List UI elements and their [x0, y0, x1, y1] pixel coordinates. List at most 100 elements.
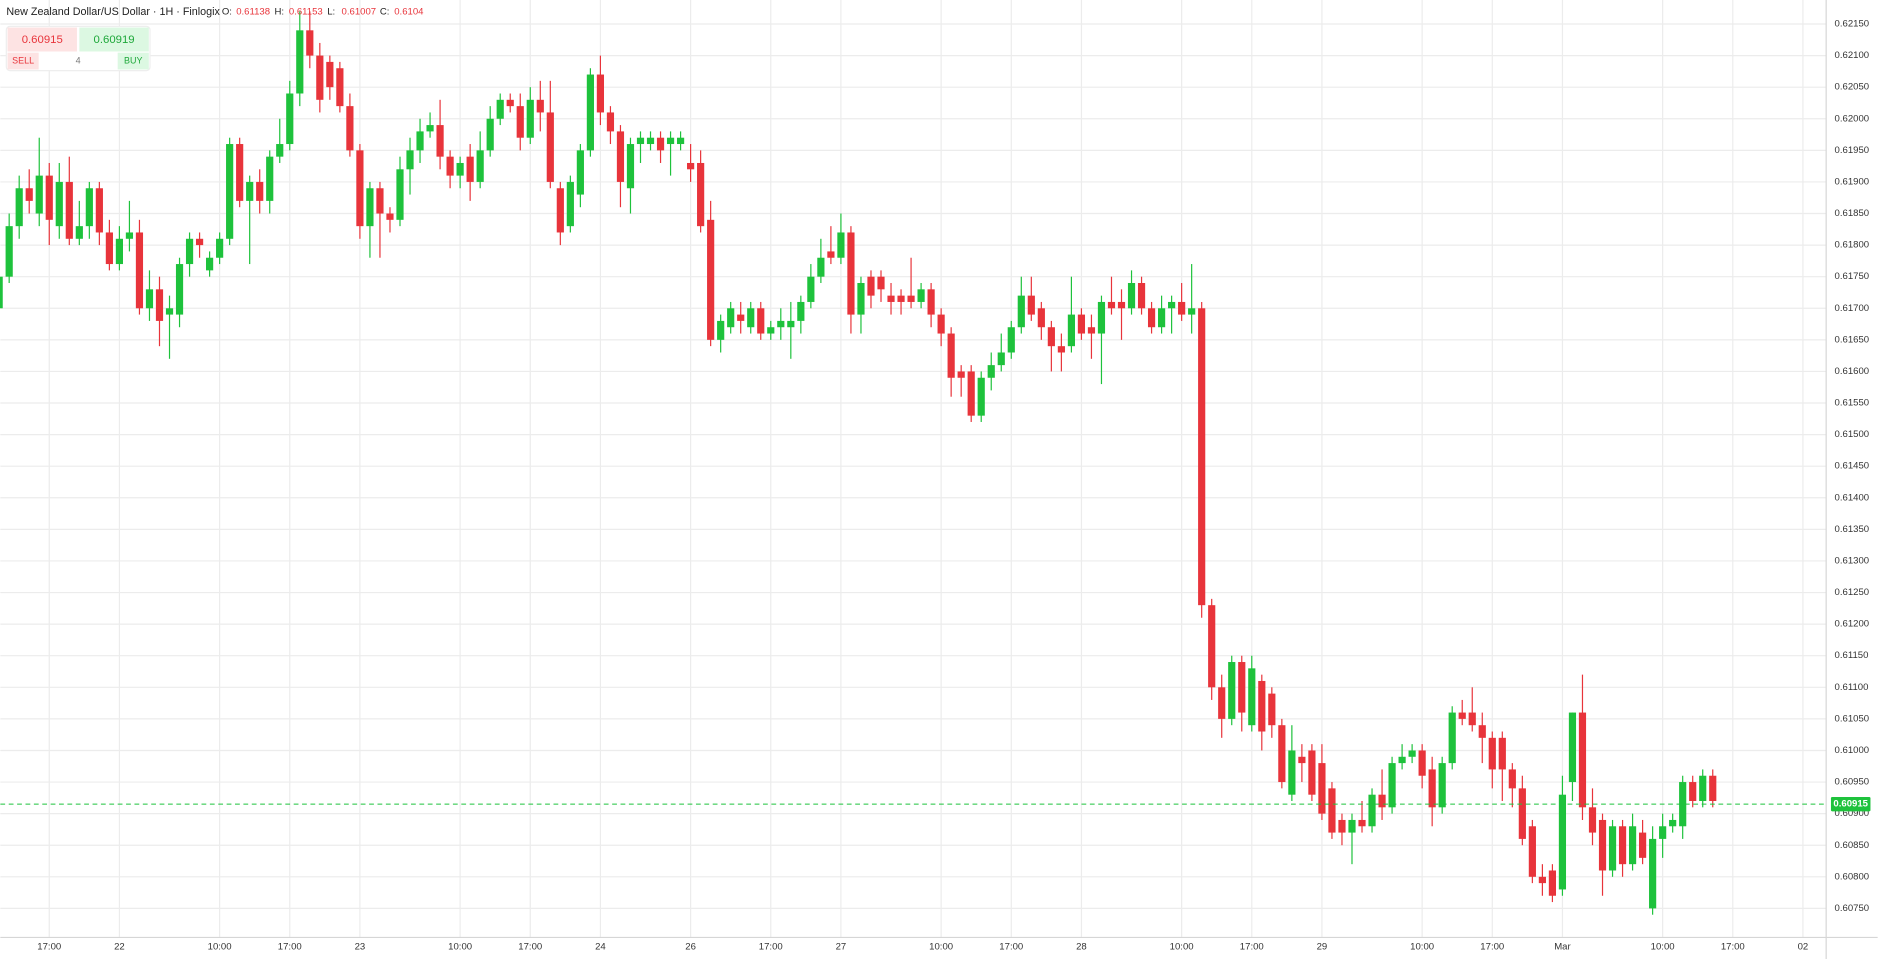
candle-body	[1117, 301, 1126, 309]
candle-body	[276, 144, 284, 157]
spread: 4	[76, 55, 81, 65]
buy-button[interactable]	[117, 52, 149, 70]
candle-body	[1248, 668, 1256, 726]
y-tick-label: 0.62150	[1835, 19, 1870, 30]
candle-body	[987, 365, 995, 378]
candle-body	[1679, 782, 1687, 827]
candle-body	[75, 226, 83, 239]
candle-body	[1538, 876, 1546, 884]
candle-body	[1057, 346, 1065, 353]
candle-body	[1428, 769, 1436, 808]
candle-body	[1047, 327, 1055, 347]
y-tick-label: 0.61400	[1835, 492, 1870, 503]
chart-title: New Zealand Dollar/US Dollar · 1H · Finl…	[6, 6, 220, 18]
x-tick-label: Mar	[1554, 942, 1571, 953]
candle-body	[386, 213, 394, 220]
candle-body	[1348, 819, 1356, 833]
candle-body	[817, 257, 825, 277]
candle-body	[1398, 756, 1406, 764]
candle-body	[1669, 819, 1677, 827]
candle-body	[165, 308, 174, 315]
candle-body	[907, 295, 915, 302]
axes: 0.60750 0.60800 0.60850 0.60900 0.60950 0.610…	[37, 19, 1871, 953]
candle-body	[1568, 712, 1577, 783]
candle-body	[606, 112, 615, 132]
candle-body	[1508, 769, 1516, 789]
candle-body	[1388, 763, 1396, 808]
y-tick-label: 0.62000	[1835, 113, 1870, 124]
candle-body	[707, 219, 715, 340]
candle-body	[997, 352, 1005, 366]
candle-body	[1067, 314, 1075, 347]
last-price-tag	[1830, 796, 1871, 812]
x-tick-label: 10:00	[1170, 942, 1194, 953]
candle-body	[727, 308, 735, 328]
candle-body	[15, 188, 23, 227]
sell-label: SELL	[12, 55, 34, 65]
candle-body	[5, 226, 13, 277]
x-tick-label: 29	[1317, 942, 1328, 953]
candle-body	[957, 371, 965, 378]
candle-body	[1168, 301, 1176, 309]
candle-body	[1418, 750, 1426, 776]
candle-body	[1097, 301, 1106, 334]
candle-body	[216, 238, 224, 258]
candle-body	[847, 232, 855, 315]
candle-body	[1328, 788, 1336, 833]
candle-body	[1258, 680, 1266, 732]
candle-body	[65, 181, 73, 239]
candle-body	[1007, 327, 1015, 353]
candle-body	[1588, 807, 1597, 833]
candle-body	[546, 112, 554, 182]
x-tick-label: 27	[836, 942, 847, 953]
y-tick-label: 0.60850	[1835, 840, 1870, 851]
candle-body	[506, 99, 514, 107]
candle-body	[185, 238, 194, 265]
candle-body	[917, 289, 925, 302]
candle-body	[827, 251, 835, 258]
y-tick-label: 0.62050	[1835, 82, 1870, 93]
candle-body	[636, 137, 645, 145]
candle-body	[1037, 308, 1045, 328]
candle-body	[1318, 763, 1326, 814]
candle-body	[236, 144, 244, 201]
y-tick-label: 0.60900	[1835, 808, 1870, 819]
y-tick-label: 0.61650	[1835, 334, 1870, 345]
candle-body	[206, 257, 214, 271]
candle-body	[246, 181, 254, 201]
buy-box[interactable]	[79, 27, 149, 52]
candle-body	[1278, 725, 1286, 783]
candle-body	[1378, 794, 1386, 808]
x-tick-label: 23	[355, 942, 366, 953]
x-tick-label: 02	[1798, 942, 1809, 953]
y-tick-label: 0.61750	[1835, 271, 1870, 282]
candle-body	[1438, 763, 1446, 808]
candle-body	[1578, 712, 1587, 808]
sell-box[interactable]	[7, 27, 77, 52]
candle-body	[526, 99, 534, 138]
candle-body	[1298, 756, 1306, 764]
candle-body	[155, 289, 164, 321]
candle-body	[396, 169, 404, 220]
y-tick-label: 0.61200	[1835, 619, 1870, 630]
candle-body	[436, 125, 444, 157]
candle-body	[947, 333, 955, 378]
candle-body	[1639, 832, 1647, 858]
candle-body	[1087, 327, 1096, 334]
candle-body	[1107, 301, 1116, 309]
candle-body	[877, 276, 885, 290]
candle-body	[1458, 712, 1466, 719]
candle-body	[1368, 794, 1376, 827]
candle-body	[927, 289, 935, 315]
candle-body	[316, 55, 324, 100]
y-tick-label: 0.62100	[1835, 50, 1870, 61]
candle-body	[596, 74, 605, 113]
sell-button[interactable]	[7, 52, 39, 70]
x-tick-label: 10:00	[1410, 942, 1434, 953]
candle-body	[767, 327, 775, 334]
x-tick-label: 17:00	[1721, 942, 1745, 953]
candle-body	[105, 232, 113, 265]
sell-price: 0.60915	[22, 34, 63, 46]
candle-body	[1628, 826, 1637, 865]
